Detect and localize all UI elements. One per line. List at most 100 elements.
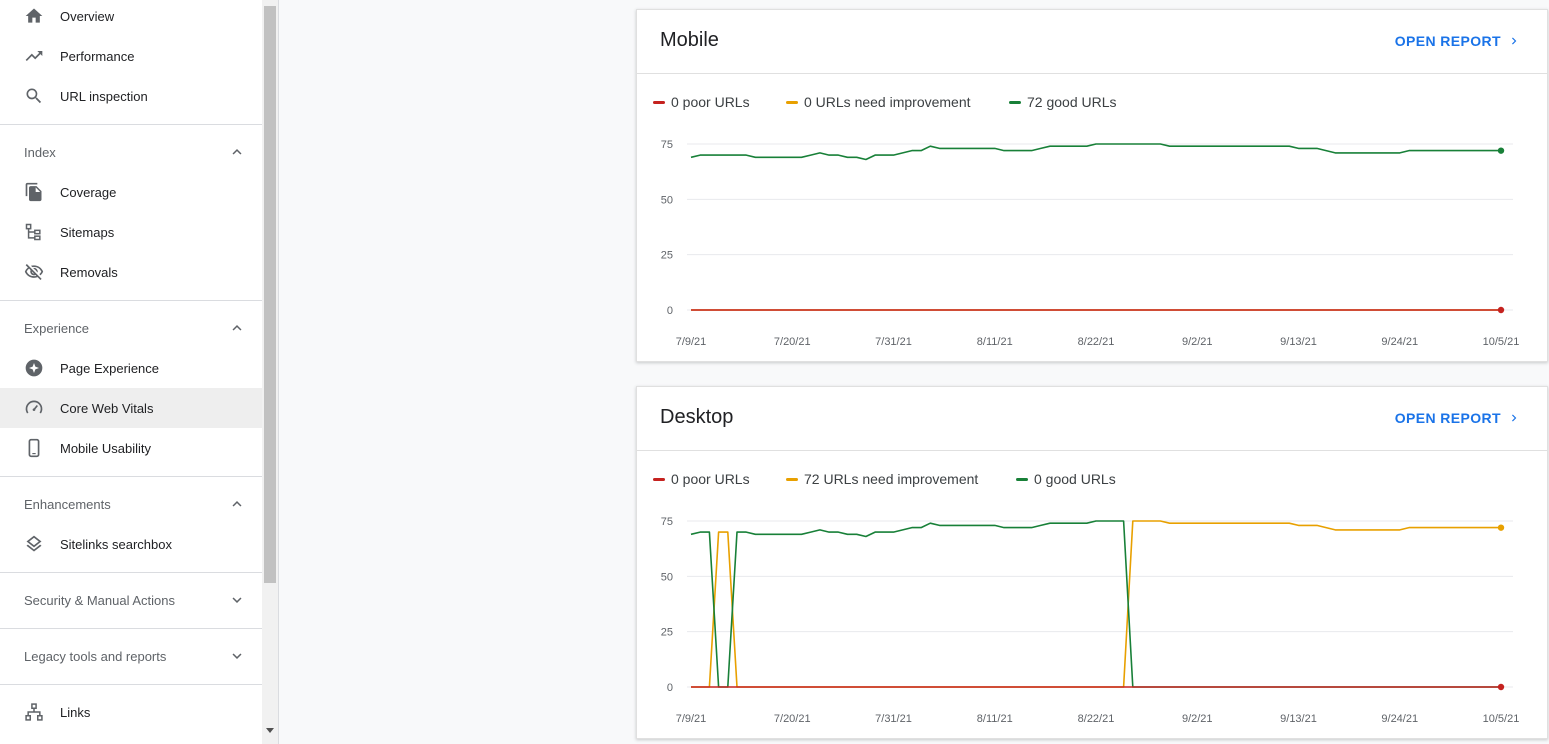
section-label: Security & Manual Actions [24,593,176,608]
series-end-point[interactable] [1497,683,1505,691]
x-tick-label: 8/22/21 [1078,336,1115,348]
legend-swatch [786,477,798,481]
y-tick-label: 50 [661,194,673,206]
open-report-button[interactable]: OPEN REPORT [1395,33,1521,49]
scroll-down-arrow-icon[interactable] [266,728,274,733]
coverage-icon [24,182,44,202]
series-line [690,143,1501,161]
sidebar-item-label: Page Experience [60,360,160,376]
star-badge-icon [24,358,44,378]
legend-item-good[interactable]: 0 good URLs [1016,471,1116,487]
open-report-label: OPEN REPORT [1394,33,1501,49]
x-tick-label: 7/9/21 [676,336,707,348]
section-label: Experience [24,321,90,336]
sidebar-item-performance[interactable]: Performance [0,36,262,76]
sidebar-item-url-inspection[interactable]: URL inspection [0,76,262,116]
sidebar-item-label: Overview [60,8,115,24]
section-legacy-tools[interactable]: Legacy tools and reports [0,632,262,680]
section-label: Legacy tools and reports [24,649,167,664]
sidebar-item-page-experience[interactable]: Page Experience [0,348,262,388]
sidebar-item-label: Coverage [60,184,117,200]
sidebar-item-label: URL inspection [60,88,148,104]
sidebar-item-label: Core Web Vitals [60,400,154,416]
x-tick-label: 9/2/21 [1182,713,1213,725]
series-end-point[interactable] [1497,524,1505,531]
legend-label: 0 good URLs [1034,471,1116,487]
sidebar-divider [0,476,262,477]
chevron-up-icon [228,495,246,513]
legend-label: 72 URLs need improvement [804,471,979,487]
x-tick-label: 7/20/21 [774,336,811,348]
sidebar-item-label: Sitelinks searchbox [60,536,172,552]
legend-item-needs-improvement[interactable]: 72 URLs need improvement [786,471,978,487]
series-end-point[interactable] [1497,147,1505,154]
home-icon [24,6,44,26]
scrollbar-thumb[interactable] [264,6,276,583]
chevron-up-icon [228,143,246,161]
legend-swatch [1009,100,1021,104]
x-tick-label: 9/24/21 [1381,336,1418,348]
sidebar-item-label: Performance [60,48,135,64]
sidebar-item-overview[interactable]: Overview [0,0,262,36]
sitemap-icon [24,222,44,242]
section-label: Enhancements [24,497,111,512]
section-enhancements[interactable]: Enhancements [0,480,262,528]
x-tick-label: 7/20/21 [774,713,811,725]
legend-label: 72 good URLs [1027,94,1117,110]
y-tick-label: 25 [661,627,673,639]
gauge-icon [24,398,44,418]
x-tick-label: 9/2/21 [1182,336,1213,348]
sidebar-divider [0,572,262,573]
sidebar-item-mobile-usability[interactable]: Mobile Usability [0,428,262,468]
layers-icon [24,534,44,554]
section-experience[interactable]: Experience [0,304,262,352]
card-divider [637,73,1547,74]
legend-item-poor[interactable]: 0 poor URLs [653,94,750,110]
sidebar-item-label: Sitemaps [60,224,115,240]
x-tick-label: 7/9/21 [676,713,707,725]
series-end-point[interactable] [1497,306,1505,314]
chevron-right-icon [1512,414,1517,422]
sidebar-item-coverage[interactable]: Coverage [0,172,262,212]
y-tick-label: 75 [661,139,673,151]
series-line [691,520,1501,688]
y-tick-label: 25 [661,250,673,262]
section-index[interactable]: Index [0,128,262,176]
section-security-manual-actions[interactable]: Security & Manual Actions [0,576,262,624]
x-tick-label: 10/5/21 [1483,336,1520,348]
search-icon [24,86,44,106]
sidebar-divider [0,124,262,125]
x-tick-label: 9/13/21 [1280,713,1317,725]
chevron-up-icon [228,319,246,337]
sidebar-item-core-web-vitals[interactable]: Core Web Vitals [0,388,262,428]
chevron-down-icon [228,647,246,665]
sidebar-item-sitemaps[interactable]: Sitemaps [0,212,262,252]
sidebar-item-removals[interactable]: Removals [0,252,262,292]
legend-swatch [786,100,798,104]
desktop-line-chart: 0 25 50 75 7/9/21 7/20/21 7/31/21 8/11/21 8/22/2… [661,516,1520,725]
legend-item-good[interactable]: 72 good URLs [1009,94,1117,110]
x-tick-label: 8/11/21 [977,336,1013,348]
open-report-label: OPEN REPORT [1394,410,1501,426]
x-tick-label: 7/31/21 [875,713,912,725]
legend-label: 0 poor URLs [671,471,750,487]
sidebar-scrollbar[interactable] [262,0,279,744]
mobile-report-card: Mobile OPEN REPORT 0 poor URLs 0 URLs ne… [636,9,1548,362]
y-tick-label: 0 [667,305,673,317]
legend-item-needs-improvement[interactable]: 0 URLs need improvement [786,94,971,110]
legend-label: 0 poor URLs [671,94,750,110]
chevron-right-icon [1512,37,1517,45]
phone-icon [24,438,44,458]
y-tick-label: 0 [667,682,673,694]
sidebar-item-links[interactable]: Links [0,692,262,732]
series-line [690,520,1501,688]
trending-up-icon [24,46,44,66]
legend-label: 0 URLs need improvement [804,94,971,110]
sidebar-item-label: Mobile Usability [60,440,152,456]
sidebar-item-sitelinks-searchbox[interactable]: Sitelinks searchbox [0,524,262,564]
legend-item-poor[interactable]: 0 poor URLs [653,471,750,487]
card-divider [637,450,1547,451]
open-report-button[interactable]: OPEN REPORT [1395,410,1521,426]
chevron-down-icon [228,591,246,609]
sidebar: Overview Performance URL inspection Inde… [0,0,262,744]
